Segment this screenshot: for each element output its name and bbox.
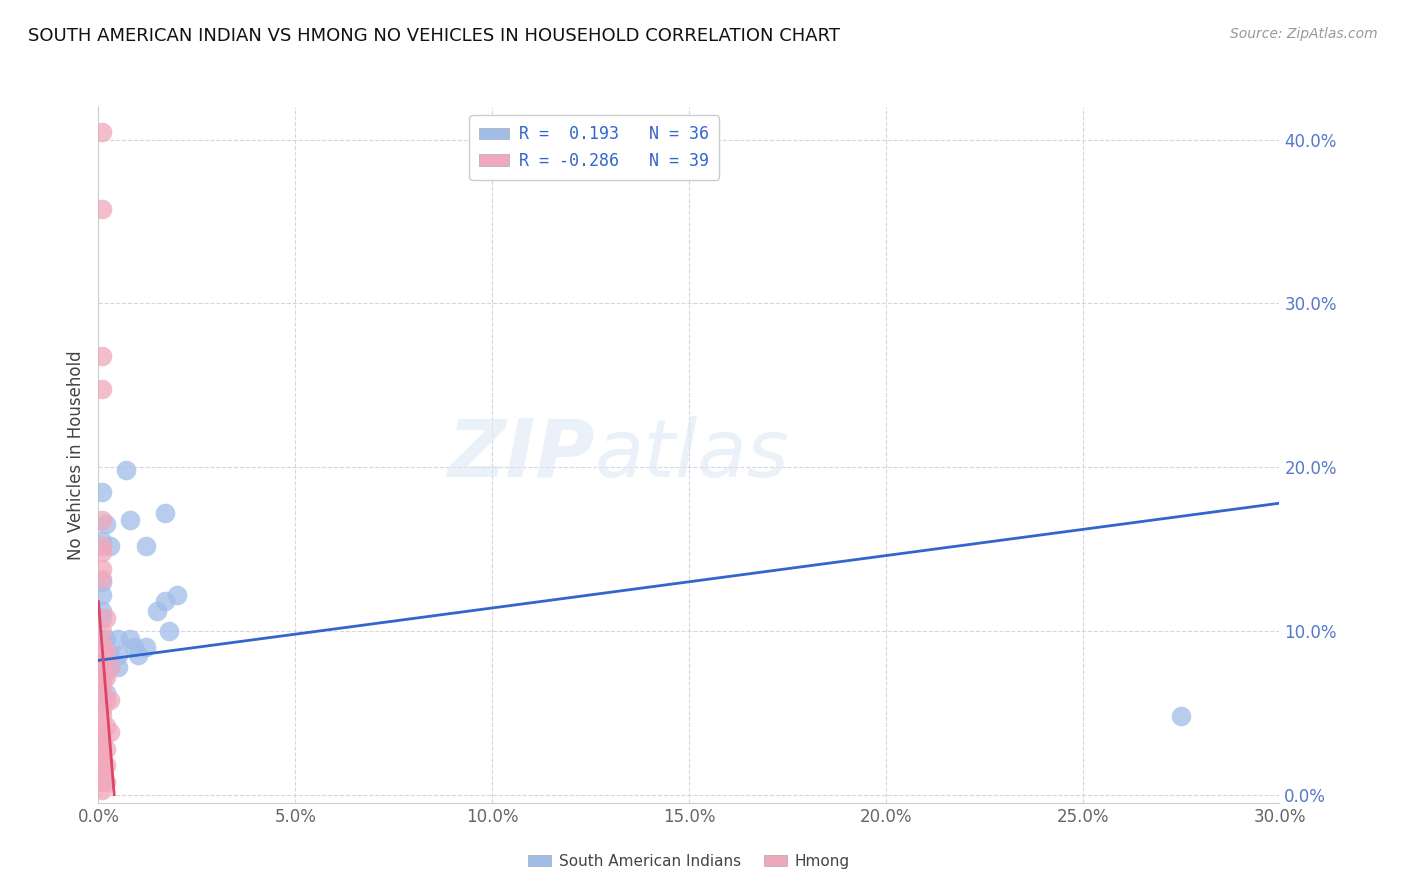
Point — [91, 604, 114, 618]
Point — [91, 637, 114, 651]
Point — [135, 539, 157, 553]
Point — [98, 660, 121, 674]
Point — [96, 517, 118, 532]
Legend: South American Indians, Hmong: South American Indians, Hmong — [522, 848, 856, 875]
Point — [122, 640, 145, 655]
Point — [91, 632, 114, 646]
Point — [91, 774, 114, 789]
Point — [96, 665, 118, 679]
Point — [91, 725, 114, 739]
Point — [91, 782, 114, 797]
Point — [127, 648, 149, 663]
Point — [96, 643, 118, 657]
Point — [91, 640, 114, 655]
Point — [96, 632, 118, 646]
Point — [91, 484, 114, 499]
Point — [91, 653, 114, 667]
Point — [91, 611, 114, 625]
Point — [146, 604, 169, 618]
Point — [96, 670, 118, 684]
Point — [91, 643, 114, 657]
Point — [91, 741, 114, 756]
Point — [96, 611, 118, 625]
Point — [115, 463, 138, 477]
Text: atlas: atlas — [595, 416, 789, 494]
Point — [91, 588, 114, 602]
Point — [98, 725, 121, 739]
Point — [107, 660, 129, 674]
Point — [91, 758, 114, 772]
Point — [91, 768, 114, 782]
Point — [107, 632, 129, 646]
Point — [166, 588, 188, 602]
Point — [91, 574, 114, 589]
Point — [118, 512, 141, 526]
Point — [91, 202, 114, 216]
Point — [96, 692, 118, 706]
Point — [91, 539, 114, 553]
Point — [91, 676, 114, 690]
Point — [91, 382, 114, 396]
Point — [91, 660, 114, 674]
Text: ZIP: ZIP — [447, 416, 595, 494]
Point — [96, 741, 118, 756]
Point — [118, 632, 141, 646]
Point — [98, 692, 121, 706]
Point — [91, 670, 114, 684]
Point — [91, 512, 114, 526]
Text: SOUTH AMERICAN INDIAN VS HMONG NO VEHICLES IN HOUSEHOLD CORRELATION CHART: SOUTH AMERICAN INDIAN VS HMONG NO VEHICL… — [28, 27, 841, 45]
Text: Source: ZipAtlas.com: Source: ZipAtlas.com — [1230, 27, 1378, 41]
Point — [91, 686, 114, 700]
Point — [98, 648, 121, 663]
Point — [91, 572, 114, 586]
Point — [91, 648, 114, 663]
Point — [91, 624, 114, 638]
Point — [96, 719, 118, 733]
Y-axis label: No Vehicles in Household: No Vehicles in Household — [66, 350, 84, 560]
Point — [157, 624, 180, 638]
Point — [135, 640, 157, 655]
Point — [91, 692, 114, 706]
Point — [91, 349, 114, 363]
Point — [91, 735, 114, 749]
Point — [91, 702, 114, 716]
Point — [91, 533, 114, 548]
Point — [1170, 709, 1192, 723]
Point — [91, 653, 114, 667]
Point — [96, 643, 118, 657]
Point — [91, 562, 114, 576]
Point — [91, 125, 114, 139]
Point — [107, 648, 129, 663]
Point — [96, 758, 118, 772]
Point — [155, 594, 177, 608]
Point — [98, 539, 121, 553]
Point — [91, 709, 114, 723]
Point — [91, 660, 114, 674]
Point — [96, 774, 118, 789]
Point — [91, 751, 114, 765]
Point — [96, 686, 118, 700]
Point — [91, 545, 114, 559]
Point — [96, 653, 118, 667]
Point — [98, 660, 121, 674]
Point — [155, 506, 177, 520]
